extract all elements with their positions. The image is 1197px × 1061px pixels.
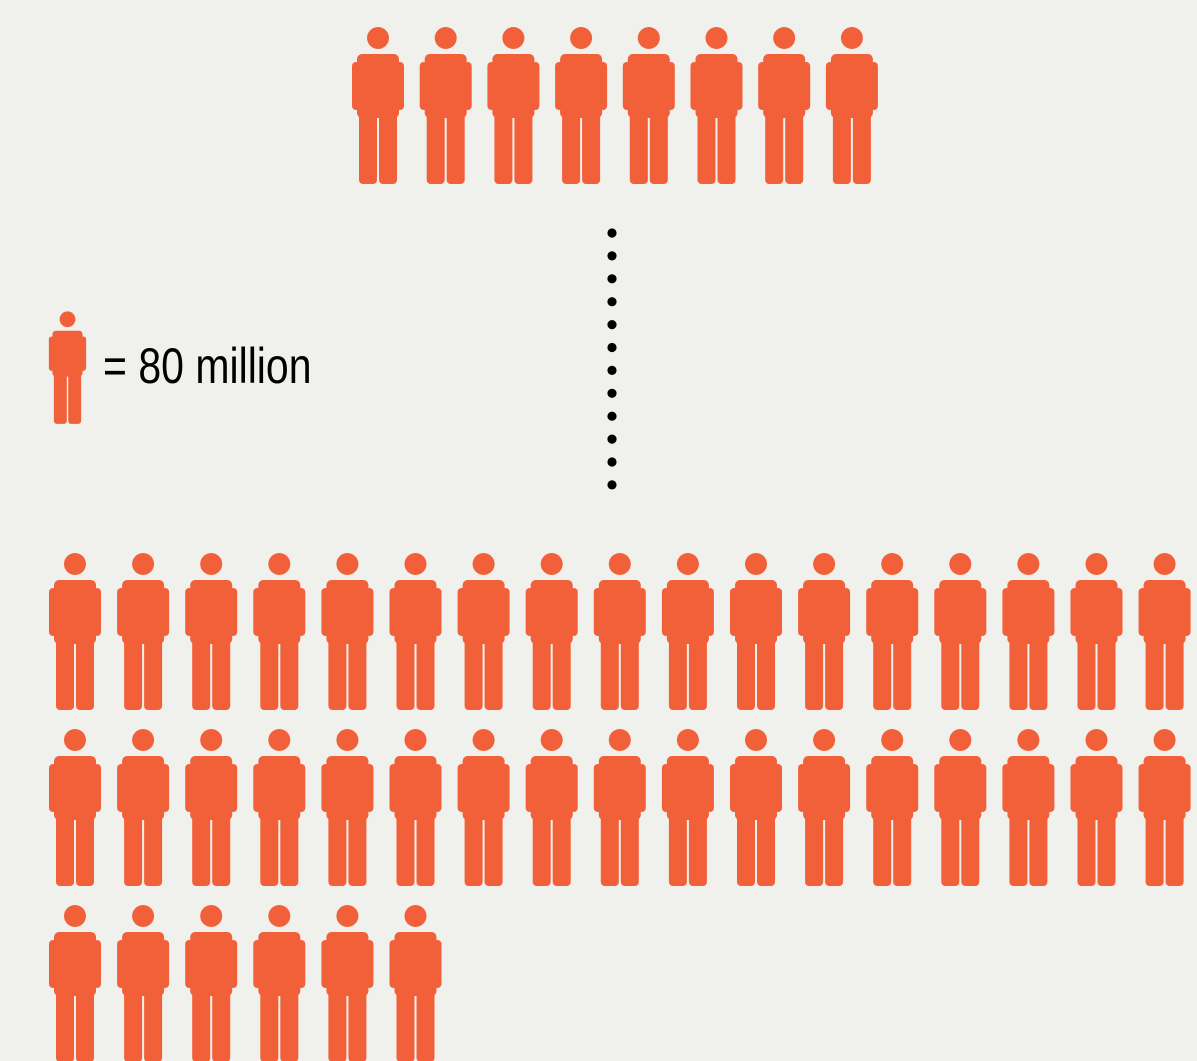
- bottom-people-group: [49, 553, 1191, 1061]
- person-icon: [487, 27, 540, 184]
- person-icon: [321, 553, 374, 710]
- person-icon: [1002, 729, 1055, 886]
- person-icon: [185, 905, 238, 1061]
- person-icon: [730, 553, 782, 710]
- person-icon: [758, 27, 811, 184]
- person-icon: [389, 905, 442, 1061]
- person-icon: [352, 27, 404, 184]
- person-icon: [934, 553, 987, 710]
- person-icon: [525, 553, 578, 710]
- person-icon: [419, 27, 472, 184]
- legend-label: = 80 million: [103, 338, 312, 394]
- person-icon: [49, 729, 101, 886]
- top-people-group: [352, 27, 878, 184]
- person-icon: [185, 553, 238, 710]
- person-icon: [1138, 553, 1191, 710]
- person-icon: [661, 553, 714, 710]
- person-icon: [457, 729, 510, 886]
- separator-dot: [607, 434, 617, 444]
- person-icon: [825, 27, 878, 184]
- separator-dot: [607, 251, 617, 261]
- ellipsis-dots: [607, 228, 617, 490]
- person-icon: [593, 553, 646, 710]
- person-icon: [1070, 729, 1123, 886]
- person-icon: [389, 729, 442, 886]
- person-icon: [555, 27, 608, 184]
- person-icon: [49, 553, 101, 710]
- separator-dot: [607, 297, 617, 307]
- person-icon: [117, 553, 170, 710]
- separator-dot: [607, 320, 617, 330]
- separator-dot: [607, 365, 617, 375]
- person-icon: [730, 729, 782, 886]
- person-icon: [253, 553, 306, 710]
- separator-dot: [607, 274, 617, 284]
- separator-dot: [607, 411, 617, 421]
- person-icon: [798, 729, 851, 886]
- separator-dot: [607, 228, 617, 238]
- separator-dot: [607, 457, 617, 467]
- person-icon: [661, 729, 714, 886]
- person-icon: [253, 905, 306, 1061]
- person-icon: [117, 729, 170, 886]
- person-icon: [866, 729, 919, 886]
- person-icon: [1070, 553, 1123, 710]
- person-icon: [49, 905, 101, 1061]
- person-icon: [117, 905, 170, 1061]
- person-icon: [525, 729, 578, 886]
- person-icon: [1138, 729, 1191, 886]
- person-icon: [622, 27, 675, 184]
- legend-person-icon: [48, 311, 87, 424]
- person-icon: [321, 729, 374, 886]
- person-icon: [253, 729, 306, 886]
- person-icon: [690, 27, 743, 184]
- legend-person-icon: [48, 311, 87, 424]
- separator-dot: [607, 342, 617, 353]
- person-icon: [798, 553, 851, 710]
- separator-dot: [607, 480, 617, 490]
- person-icon: [185, 729, 238, 886]
- person-icon: [1002, 553, 1055, 710]
- separator-dot: [607, 388, 617, 398]
- person-icon: [593, 729, 646, 886]
- person-icon: [866, 553, 919, 710]
- person-icon: [934, 729, 987, 886]
- person-icon: [321, 905, 374, 1061]
- person-icon: [389, 553, 442, 710]
- person-icon: [457, 553, 510, 710]
